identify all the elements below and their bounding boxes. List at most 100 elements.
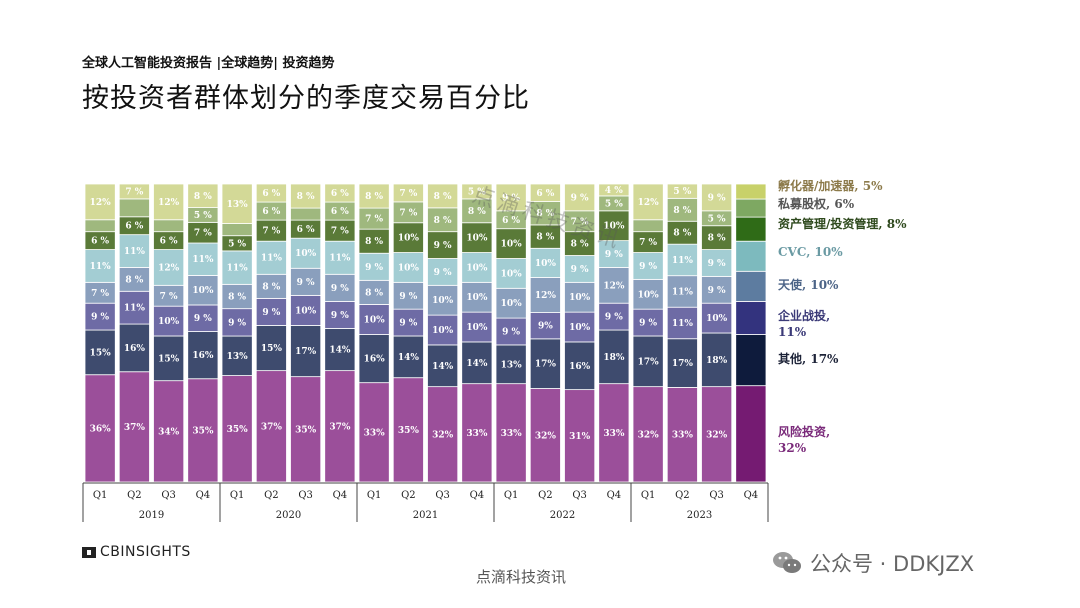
data-label: 13% [227,352,249,362]
data-label: 10% [569,323,591,333]
data-label: 13% [227,200,249,210]
data-label: 32% [535,431,557,441]
bar-segment [701,386,733,483]
data-label: 9 % [708,193,726,203]
data-label: 9 % [228,318,246,328]
bar-segment [290,325,322,378]
bar-segment [290,267,322,296]
legend-entry: 企业战投, [777,308,830,323]
data-label: 14% [466,359,488,369]
data-label: 16% [569,362,591,372]
legend-entry: 其他, 17% [778,351,839,366]
data-label: 7 % [399,208,417,218]
bar-segment [255,370,287,483]
x-tick-label: Q3 [298,490,313,501]
data-label: 5 % [194,211,212,221]
bar-segment [529,388,561,483]
data-label: 8 % [468,207,486,217]
data-label: 17% [295,347,317,357]
data-label: 36% [90,424,112,434]
bar-segment [255,273,287,299]
legend-entry: 孵化器/加速器, 5% [778,178,883,193]
data-label: 6 % [331,189,349,199]
data-label: 8 % [228,293,246,303]
data-label: 15% [158,354,180,364]
bar-segment [118,323,150,373]
data-label: 10% [535,259,557,269]
bar-segment [735,198,767,218]
data-label: 9 % [399,319,417,329]
data-label: 11% [261,254,283,264]
data-label: 10% [638,290,660,300]
bar-segment [221,375,253,483]
data-label: 11% [227,264,249,274]
bar-segment [564,281,596,313]
data-label: 7 % [160,292,178,302]
data-label: 8 % [708,234,726,244]
data-label: 35% [227,425,249,435]
bar-segment [632,335,664,388]
data-label: 33% [603,429,625,439]
data-label: 7 % [639,238,657,248]
cbinsights-logo: CBINSIGHTS [82,544,191,560]
bar-segment [461,222,493,253]
data-label: 37% [124,423,146,433]
bar-segment [324,240,356,275]
year-label: 2023 [687,510,712,521]
bar-segment [735,385,767,483]
data-label: 6 % [297,225,315,235]
data-label: 15% [261,344,283,354]
data-label: 11% [329,254,351,264]
data-label: 33% [466,429,488,439]
data-label: 15% [90,348,112,358]
data-label: 10% [398,263,420,273]
bar-segment [221,183,253,224]
bar-segment [666,387,698,483]
data-label: 10% [706,314,728,324]
data-label: 37% [261,422,283,432]
x-tick-label: Q1 [641,490,656,501]
bar-segment [701,249,733,277]
data-label: 18% [706,356,728,366]
data-label: 5 % [673,187,691,197]
bar-segment [598,302,630,331]
data-label: 12% [158,263,180,273]
x-tick-label: Q4 [744,490,759,501]
data-label: 35% [295,425,317,435]
bar-segment [153,183,185,221]
bar-segment [735,300,767,335]
x-tick-label: Q3 [161,490,176,501]
data-label: 5 % [228,239,246,249]
data-label: 37% [329,422,351,432]
x-tick-label: Q1 [230,490,245,501]
bar-segment [564,389,596,483]
data-label: 10% [192,286,214,296]
x-tick-label: Q3 [572,490,587,501]
bar-segment [324,328,356,372]
bar-segment [598,210,630,242]
data-label: 7 % [365,215,383,225]
data-label: 9 % [297,278,315,288]
data-label: 11% [672,319,694,329]
bar-segment [735,216,767,242]
data-label: 7 % [194,229,212,239]
data-label: 14% [398,353,420,363]
legend-entry: 资产管理/投资管理, 8% [778,216,907,231]
bar-segment [666,183,698,199]
legend-entry: 32% [778,441,807,455]
data-label: 10% [432,296,454,306]
bar-segment [701,183,733,212]
bar-segment [187,331,219,380]
bar-segment [735,270,767,302]
data-label: 11% [672,256,694,266]
data-label: 33% [672,431,694,441]
bar-segment [255,325,287,372]
bar-segment [187,183,219,209]
data-label: 5 % [468,187,486,197]
data-label: 9% [538,322,553,332]
data-label: 5 % [708,214,726,224]
bar-segment [598,267,630,304]
data-label: 33% [501,429,523,439]
wechat-label: 公众号 · DDKJZX [810,552,975,576]
data-label: 9 % [605,313,623,323]
